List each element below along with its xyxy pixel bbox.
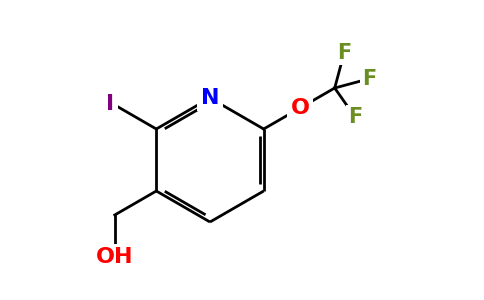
Text: N: N [201,88,219,108]
Text: OH: OH [96,247,134,267]
Text: F: F [348,107,363,128]
Text: F: F [363,69,377,89]
Text: O: O [290,98,310,118]
Text: F: F [337,43,351,63]
Text: I: I [106,94,115,114]
